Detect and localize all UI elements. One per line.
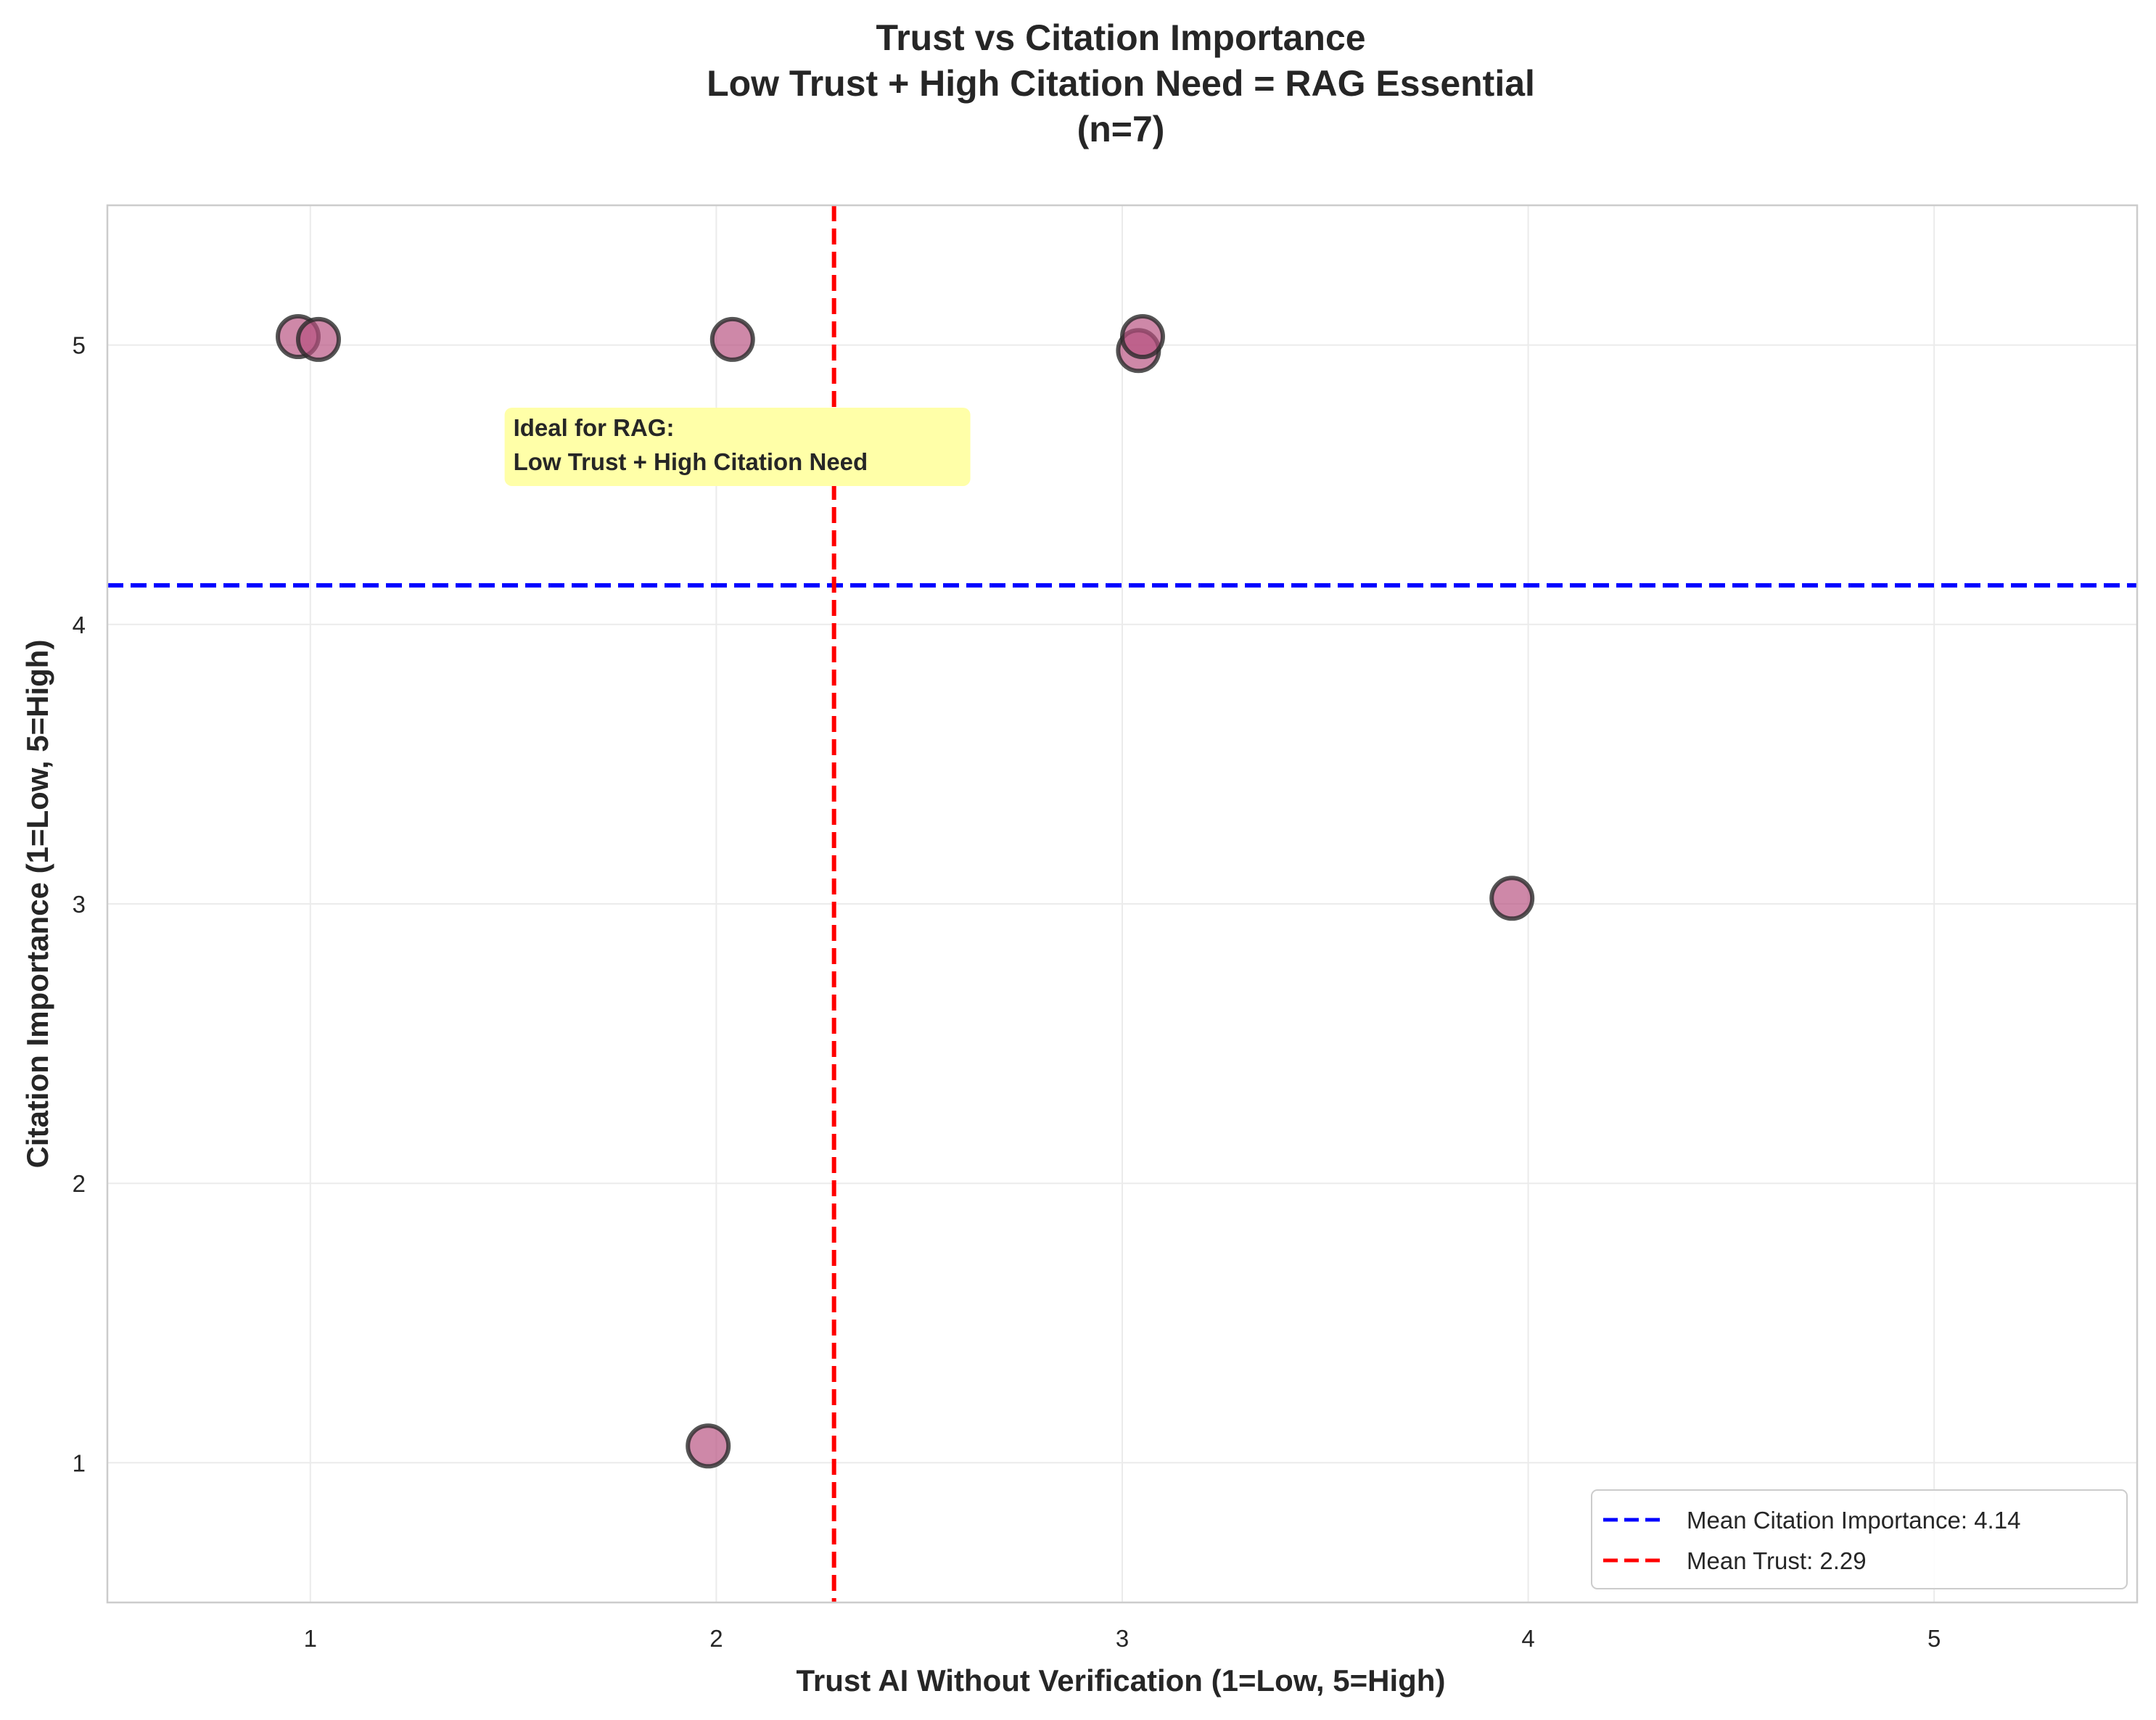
- legend: Mean Citation Importance: 4.14 Mean Trus…: [1591, 1489, 2128, 1589]
- x-tick-label: 2: [709, 1625, 723, 1652]
- annotation-line-2: Low Trust + High Citation Need: [514, 448, 868, 475]
- legend-label-mean-trust: Mean Trust: 2.29: [1687, 1547, 1867, 1574]
- scatter-point: [709, 316, 755, 362]
- y-tick-label: 3: [73, 891, 86, 918]
- scatter-point: [1119, 314, 1165, 360]
- chart-title-line-1: Trust vs Citation Importance: [876, 17, 1365, 58]
- scatter-point: [295, 316, 341, 362]
- x-tick-label: 5: [1927, 1625, 1941, 1652]
- x-tick-label: 4: [1521, 1625, 1534, 1652]
- annotation-box: [504, 407, 971, 486]
- annotation: Ideal for RAG: Low Trust + High Citation…: [504, 407, 971, 486]
- annotation-line-1: Ideal for RAG:: [514, 414, 675, 441]
- x-tick-labels: 1 2 3 4 5: [304, 1625, 1941, 1652]
- y-tick-label: 1: [73, 1449, 86, 1476]
- scatter-point: [1489, 876, 1535, 921]
- y-tick-label: 5: [73, 332, 86, 359]
- x-axis-label: Trust AI Without Verification (1=Low, 5=…: [797, 1663, 1446, 1698]
- legend-box: [1591, 1489, 2128, 1589]
- y-axis-label: Citation Importance (1=Low, 5=High): [20, 640, 54, 1169]
- y-tick-label: 2: [73, 1170, 86, 1197]
- scatter-points: [276, 314, 1535, 1469]
- chart-title-line-3: (n=7): [1077, 109, 1165, 149]
- plot-frame: [106, 204, 2139, 1604]
- chart-title-line-2: Low Trust + High Citation Need = RAG Ess…: [707, 63, 1535, 104]
- plot-area: [106, 204, 2139, 1604]
- x-tick-label: 3: [1116, 1625, 1129, 1652]
- legend-label-mean-citation: Mean Citation Importance: 4.14: [1687, 1507, 2020, 1534]
- scatter-point: [686, 1423, 731, 1469]
- x-tick-label: 1: [304, 1625, 317, 1652]
- y-tick-label: 4: [73, 612, 86, 638]
- y-tick-labels: 1 2 3 4 5: [73, 332, 86, 1477]
